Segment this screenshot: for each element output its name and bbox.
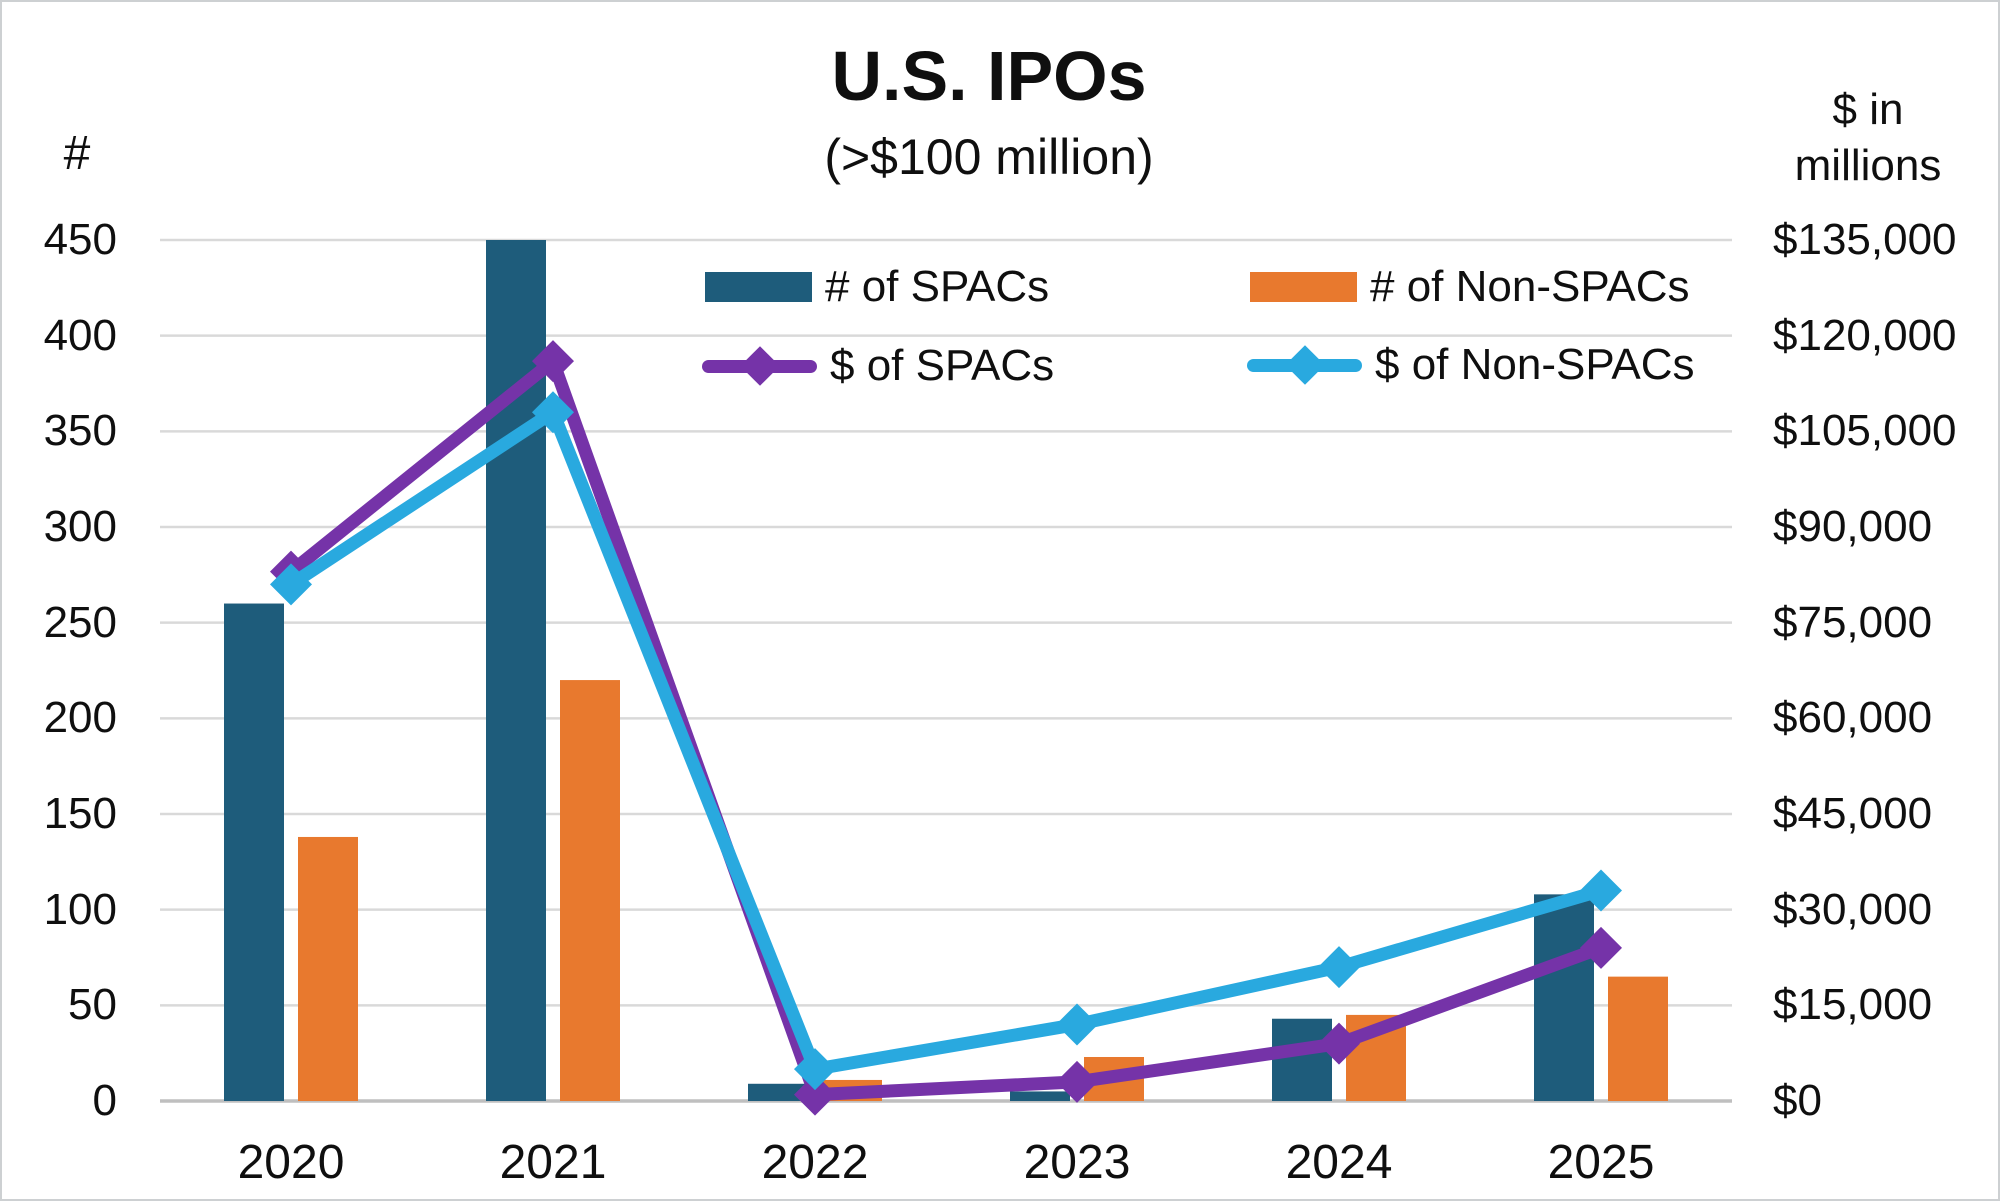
right-tick-135000: $135,000 xyxy=(1773,215,1957,264)
x-label-2020: 2020 xyxy=(237,1136,345,1189)
legend-label-usd-of-spacs: $ of SPACs xyxy=(830,341,1055,390)
left-tick-150: 150 xyxy=(43,789,117,838)
bar-num-of-non-spacs-2020 xyxy=(298,836,358,1101)
bar-num-of-non-spacs-2025 xyxy=(1608,976,1668,1101)
right-tick-60000: $60,000 xyxy=(1773,693,1933,743)
legend-label-num-of-non-spacs: # of Non-SPACs xyxy=(1370,262,1690,311)
left-tick-350: 350 xyxy=(43,406,117,456)
marker-usd-of-non-spacs-2020 xyxy=(270,563,312,606)
marker-usd-of-spacs-2024 xyxy=(1318,1022,1360,1065)
bar-num-of-spacs-2020 xyxy=(224,603,284,1101)
legend-item-num-of-non-spacs: # of Non-SPACs xyxy=(1250,262,1690,312)
chart-subtitle: (>$100 million) xyxy=(824,129,1154,185)
left-tick-450: 450 xyxy=(43,215,117,264)
marker-usd-of-non-spacs-2024 xyxy=(1318,946,1360,989)
right-tick-75000: $75,000 xyxy=(1773,597,1933,647)
marker-usd-of-spacs-2023 xyxy=(1056,1060,1098,1103)
marker-usd-of-non-spacs-2023 xyxy=(1056,1003,1098,1046)
line-usd-of-spacs xyxy=(284,354,1608,1102)
marker-usd-of-non-spacs-2025 xyxy=(1580,869,1622,912)
x-label-2022: 2022 xyxy=(761,1136,869,1189)
right-axis-title-line2: millions xyxy=(1794,141,1942,190)
x-label-2021: 2021 xyxy=(499,1136,607,1189)
legend-label-num-of-spacs: # of SPACs xyxy=(825,262,1050,311)
left-tick-200: 200 xyxy=(43,693,117,743)
left-tick-400: 400 xyxy=(43,310,117,360)
left-tick-50: 50 xyxy=(68,980,117,1030)
chart-title: U.S. IPOs xyxy=(831,37,1147,115)
marker-usd-of-spacs-2021 xyxy=(532,340,574,383)
bar-num-of-spacs-2023 xyxy=(1010,1091,1070,1101)
legend-bar-swatch-num-of-non-spacs xyxy=(1250,272,1357,302)
bar-num-of-spacs-2024 xyxy=(1272,1018,1332,1101)
left-tick-100: 100 xyxy=(43,884,117,934)
legend-item-num-of-spacs: # of SPACs xyxy=(705,262,1049,312)
left-tick-250: 250 xyxy=(43,597,117,647)
legend-label-usd-of-non-spacs: $ of Non-SPACs xyxy=(1375,340,1695,389)
marker-usd-of-non-spacs-2022 xyxy=(794,1048,836,1091)
legend-bar-swatch-num-of-spacs xyxy=(705,272,812,302)
legend-item-usd-of-spacs: $ of SPACs xyxy=(702,341,1054,391)
bar-num-of-spacs-2022 xyxy=(748,1083,808,1101)
marker-usd-of-spacs-2025 xyxy=(1580,926,1622,969)
x-label-2024: 2024 xyxy=(1285,1136,1393,1189)
right-axis-title: $ in millions xyxy=(1778,82,1958,194)
legend-line-swatch-usd-of-spacs xyxy=(702,341,817,391)
right-tick-90000: $90,000 xyxy=(1773,502,1933,551)
line-usd-of-non-spacs xyxy=(284,405,1608,1076)
left-tick-300: 300 xyxy=(43,502,117,551)
marker-usd-of-spacs-2022 xyxy=(794,1073,836,1116)
x-label-2025: 2025 xyxy=(1547,1136,1655,1189)
legend-item-usd-of-non-spacs: $ of Non-SPACs xyxy=(1247,340,1695,390)
bar-num-of-spacs-2025 xyxy=(1534,894,1594,1101)
right-tick-0: $0 xyxy=(1773,1076,1822,1125)
bar-num-of-non-spacs-2021 xyxy=(560,680,620,1101)
right-tick-45000: $45,000 xyxy=(1773,789,1933,838)
right-tick-15000: $15,000 xyxy=(1773,980,1933,1030)
right-tick-30000: $30,000 xyxy=(1773,884,1933,934)
right-tick-105000: $105,000 xyxy=(1773,406,1957,456)
legend-diamond-icon xyxy=(1285,345,1325,385)
left-tick-0: 0 xyxy=(92,1076,117,1125)
right-tick-120000: $120,000 xyxy=(1773,310,1957,360)
right-axis-title-line1: $ in xyxy=(1832,85,1904,134)
marker-usd-of-non-spacs-2021 xyxy=(532,391,574,434)
left-axis-title: # xyxy=(63,127,91,180)
legend-diamond-icon xyxy=(740,346,780,386)
legend-line-swatch-usd-of-non-spacs xyxy=(1247,340,1362,390)
x-label-2023: 2023 xyxy=(1023,1136,1131,1189)
